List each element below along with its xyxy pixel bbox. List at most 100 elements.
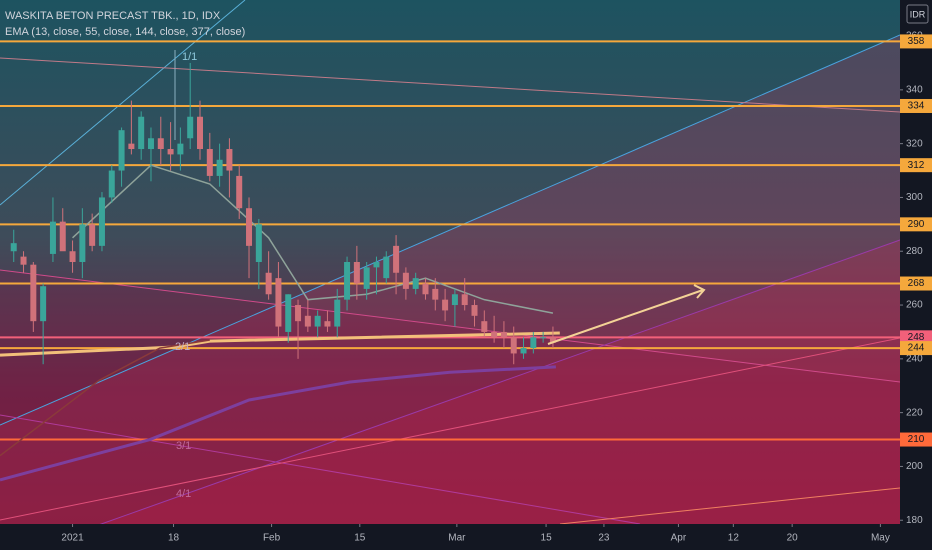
level-label-box xyxy=(900,276,932,291)
y-tick-label: 340 xyxy=(906,84,923,95)
candle-body xyxy=(393,245,400,273)
arrow xyxy=(547,284,706,345)
candle-body xyxy=(118,130,125,171)
candle-body xyxy=(147,138,154,150)
currency[interactable]: IDR xyxy=(910,9,926,19)
candle-body xyxy=(461,294,468,306)
fan-zone xyxy=(0,35,900,524)
y-tick-label: 220 xyxy=(906,407,923,418)
candle-body xyxy=(344,262,351,300)
x-tick-label: Feb xyxy=(263,533,281,544)
level-label-box xyxy=(900,158,932,173)
candle-body xyxy=(481,321,488,332)
candle-body xyxy=(324,321,331,327)
candle-body xyxy=(304,315,311,327)
indicator-label: EMA (13, close, 55, close, 144, close, 3… xyxy=(5,26,245,38)
fan-label: 1/1 xyxy=(182,51,197,63)
candle-body xyxy=(255,224,262,262)
candle-body xyxy=(187,116,194,139)
level-label: 244 xyxy=(908,343,925,354)
candle-body xyxy=(451,294,458,306)
candle-body xyxy=(442,299,449,311)
candle-body xyxy=(471,305,478,316)
candle-body xyxy=(20,256,27,265)
ema-line xyxy=(0,365,556,482)
candle-body xyxy=(265,272,272,295)
level-label: 210 xyxy=(908,434,925,445)
level-label-box xyxy=(900,217,932,232)
candle-body xyxy=(530,337,537,349)
x-tick-label: 20 xyxy=(787,533,799,544)
ema-line xyxy=(0,331,560,357)
level-label: 248 xyxy=(908,332,925,343)
candle-body xyxy=(157,138,164,150)
candle-body xyxy=(236,175,243,209)
candle-body xyxy=(540,337,547,339)
candle-body xyxy=(295,305,302,322)
candle-body xyxy=(98,197,105,246)
plot-background xyxy=(0,0,900,524)
candle-body xyxy=(363,267,370,289)
level-label: 358 xyxy=(908,36,925,47)
y-tick-label: 260 xyxy=(906,300,923,311)
y-tick-label: 300 xyxy=(906,192,923,203)
x-tick-label: 2021 xyxy=(61,533,84,544)
candle-body xyxy=(334,299,341,327)
x-tick-label: 23 xyxy=(598,533,610,544)
y-tick-label: 240 xyxy=(906,353,923,364)
x-tick-label: 15 xyxy=(541,533,553,544)
currency-box[interactable] xyxy=(906,4,929,24)
candle-body xyxy=(40,286,47,322)
level-label: 312 xyxy=(908,160,925,171)
x-tick-label: Mar xyxy=(448,533,466,544)
candle-body xyxy=(402,272,409,289)
candle-body xyxy=(510,337,517,354)
x-tick-label: 15 xyxy=(354,533,366,544)
level-label: 290 xyxy=(908,219,925,230)
fan-label: 2/1 xyxy=(175,341,190,353)
x-tick-label: Apr xyxy=(671,533,687,544)
candle-body xyxy=(549,337,556,343)
trend-line xyxy=(559,487,900,524)
candle-body xyxy=(30,264,37,322)
x-tick-label: May xyxy=(871,533,890,544)
ema-line xyxy=(0,339,210,457)
candle-body xyxy=(128,143,135,150)
level-label: 268 xyxy=(908,278,925,289)
candle-body xyxy=(69,251,76,262)
candle-body xyxy=(373,262,380,268)
candle-body xyxy=(49,221,56,254)
fan-zone xyxy=(0,270,900,524)
candle-body xyxy=(138,116,145,150)
level-label-box xyxy=(900,34,932,49)
trend-line xyxy=(99,239,900,524)
y-tick-label: 320 xyxy=(906,138,923,149)
x-tick-label: 18 xyxy=(168,533,180,544)
candle-body xyxy=(491,331,498,338)
candle-body xyxy=(206,149,213,176)
candle-body xyxy=(314,315,321,327)
level-label-box xyxy=(900,341,932,356)
candle-body xyxy=(10,243,17,252)
candle-body xyxy=(79,224,86,262)
level-label-box xyxy=(900,330,932,345)
trend-line xyxy=(0,57,900,113)
candle-body xyxy=(246,208,253,246)
trend-line xyxy=(0,414,641,524)
trend-line xyxy=(0,269,900,383)
marks xyxy=(0,40,900,482)
trend-line xyxy=(0,0,246,206)
fan-label: 3/1 xyxy=(176,440,191,452)
candle-body xyxy=(500,331,507,338)
y-tick-label: 180 xyxy=(906,515,923,526)
candle-body xyxy=(285,294,292,332)
candle-body xyxy=(432,288,439,300)
candle-body xyxy=(412,278,419,289)
y-tick-label: 280 xyxy=(906,246,923,257)
fan-label: 4/1 xyxy=(176,488,191,500)
chart-title: WASKITA BETON PRECAST TBK., 1D, IDX xyxy=(5,10,221,22)
candle-body xyxy=(59,221,66,252)
trend-line xyxy=(0,34,900,426)
